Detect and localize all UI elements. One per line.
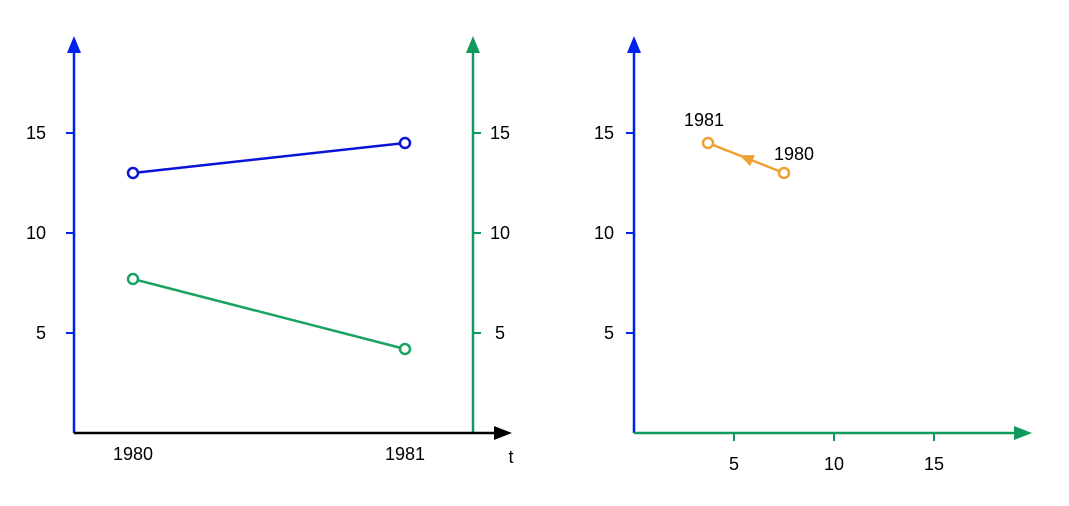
x-axis-arrow-icon	[1014, 426, 1032, 440]
right-phase-plot-chart: 5 10 15 5 10 15 1980 1981	[594, 36, 1032, 474]
series-line	[132, 141, 406, 175]
x-axis-arrow-icon	[494, 426, 512, 440]
x-tick-label: 1980	[113, 444, 153, 464]
x-axis-title: t	[508, 447, 513, 467]
data-point	[398, 342, 412, 356]
left-y-axis-arrow-icon	[67, 36, 81, 53]
point-label: 1980	[774, 144, 814, 164]
right-y-axis-arrow-icon	[466, 36, 480, 53]
right-y-tick-label: 10	[490, 223, 510, 243]
left-y-tick-label: 5	[36, 323, 46, 343]
x-tick-label: 10	[824, 454, 844, 474]
data-point	[126, 272, 140, 286]
series-line	[132, 277, 406, 351]
y-tick-label: 10	[594, 223, 614, 243]
data-point	[126, 166, 140, 180]
direction-arrow-icon	[739, 154, 755, 167]
left-y-tick-label: 10	[26, 223, 46, 243]
left-time-series-chart: 5 10 15 5 10 15 1980 1981 t	[26, 36, 514, 467]
y-tick-label: 5	[604, 323, 614, 343]
x-tick-label: 5	[729, 454, 739, 474]
data-point	[701, 136, 715, 150]
x-tick-label: 15	[924, 454, 944, 474]
left-y-tick-label: 15	[26, 123, 46, 143]
data-point	[398, 136, 412, 150]
y-axis-arrow-icon	[627, 36, 641, 53]
x-tick-label: 1981	[385, 444, 425, 464]
data-point	[777, 166, 791, 180]
right-y-tick-label: 15	[490, 123, 510, 143]
point-label: 1981	[684, 110, 724, 130]
right-y-tick-label: 5	[495, 323, 505, 343]
y-tick-label: 15	[594, 123, 614, 143]
